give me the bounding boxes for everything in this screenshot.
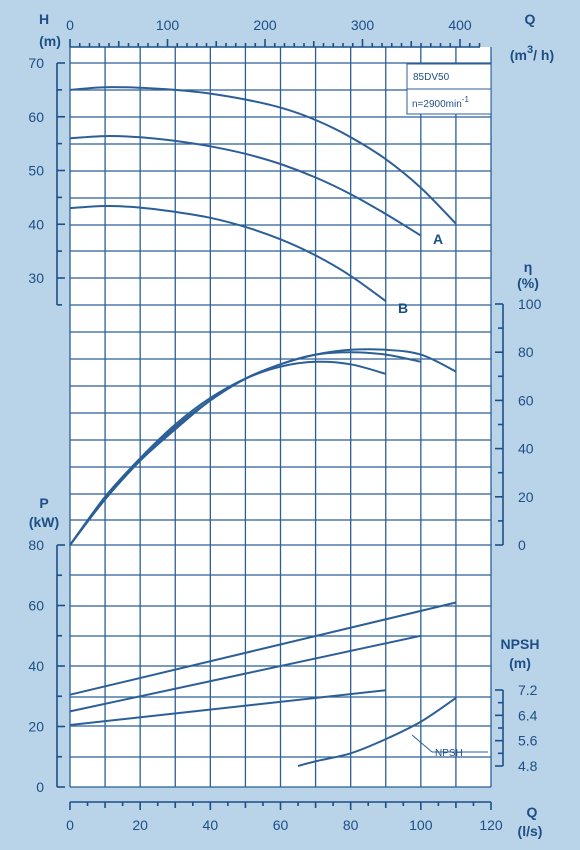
info-box: 85DV50 n=2900min-1 xyxy=(406,63,492,115)
head-tick-label: 70 xyxy=(28,55,44,71)
eff-tick-label: 60 xyxy=(518,392,534,408)
model-label: 85DV50 xyxy=(413,72,450,83)
speed-label: n=2900min-1 xyxy=(412,95,469,110)
power-axis-unit: (kW) xyxy=(29,514,59,530)
power-curve xyxy=(69,689,386,726)
power-tick-label: 40 xyxy=(28,658,44,674)
power-tick-label: 20 xyxy=(28,719,44,735)
eff-tick-label: 40 xyxy=(518,441,534,457)
bottom-q-tick-label: 120 xyxy=(479,817,503,833)
head-curve xyxy=(69,204,387,302)
bottom-q-axis-label: Q xyxy=(527,804,538,820)
axis-labels: H (m) Q (m3/ h) η (%) P (kW) NPSH (m) Q … xyxy=(29,11,554,839)
npsh-curve-label: NPSH xyxy=(435,748,463,759)
efficiency-curve xyxy=(69,360,387,546)
bottom-q-tick-label: 20 xyxy=(132,817,148,833)
eff-tick-label: 0 xyxy=(518,537,526,553)
npsh-curve xyxy=(297,697,457,767)
top-q-tick-label: 300 xyxy=(351,17,375,33)
bottom-q-tick-label: 60 xyxy=(273,817,289,833)
top-q-tick-label: 100 xyxy=(156,17,180,33)
bottom-q-tick-label: 80 xyxy=(343,817,359,833)
power-tick-label: 60 xyxy=(28,598,44,614)
head-tick-label: 50 xyxy=(28,163,44,179)
top-q-axis-unit: (m3/ h) xyxy=(510,44,554,63)
top-q-axis-label: Q xyxy=(525,11,536,27)
npsh-tick-label: 4.8 xyxy=(518,758,538,774)
npsh-axis-unit: (m) xyxy=(509,655,531,671)
bottom-q-tick-label: 40 xyxy=(203,817,219,833)
npsh-tick-label: 6.4 xyxy=(518,707,538,723)
eff-tick-label: 80 xyxy=(518,344,534,360)
curves: NPSH A B xyxy=(69,86,488,767)
bottom-q-axis-unit: (l/s) xyxy=(518,823,543,839)
head-tick-label: 30 xyxy=(28,270,44,286)
head-tick-label: 60 xyxy=(28,109,44,125)
power-tick-label: 0 xyxy=(36,779,44,795)
head-tick-label: 40 xyxy=(28,216,44,232)
top-q-tick-label: 0 xyxy=(66,17,74,33)
curve-label-b: B xyxy=(398,300,408,316)
bottom-q-tick-label: 0 xyxy=(66,817,74,833)
head-axis-unit: (m) xyxy=(39,33,61,49)
npsh-tick-label: 7.2 xyxy=(518,682,538,698)
head-curve xyxy=(69,86,457,225)
power-tick-label: 80 xyxy=(28,537,44,553)
power-curve xyxy=(69,634,422,713)
head-curve xyxy=(69,135,422,237)
npsh-leader-line xyxy=(411,734,433,753)
npsh-tick-label: 5.6 xyxy=(518,733,538,749)
npsh-axis-label: NPSH xyxy=(501,636,540,652)
bottom-q-tick-label: 100 xyxy=(409,817,433,833)
top-q-tick-label: 200 xyxy=(253,17,277,33)
eff-axis-unit: (%) xyxy=(517,275,539,291)
eff-tick-label: 20 xyxy=(518,489,534,505)
head-axis-label: H xyxy=(39,11,49,27)
power-curve xyxy=(69,601,457,696)
eff-tick-label: 100 xyxy=(518,296,542,312)
curve-label-a: A xyxy=(433,231,443,247)
top-q-tick-label: 400 xyxy=(448,17,472,33)
eff-axis-label: η xyxy=(524,259,533,275)
power-axis-label: P xyxy=(39,495,48,511)
